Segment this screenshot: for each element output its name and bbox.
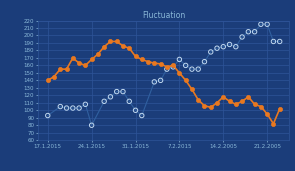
- Point: [252, 30, 257, 33]
- Point: [152, 81, 157, 83]
- Point: [165, 68, 169, 70]
- Point: [208, 51, 213, 53]
- Point: [215, 47, 219, 50]
- Point: [190, 68, 194, 70]
- Point: [177, 58, 182, 61]
- Point: [89, 124, 94, 127]
- Point: [202, 60, 207, 63]
- Point: [45, 114, 50, 117]
- Point: [196, 68, 201, 70]
- Point: [271, 40, 276, 43]
- Point: [183, 64, 188, 67]
- Point: [133, 109, 138, 112]
- Point: [140, 114, 144, 117]
- Point: [71, 107, 75, 109]
- Point: [258, 23, 263, 26]
- Point: [108, 95, 113, 98]
- Point: [114, 90, 119, 93]
- Point: [83, 103, 88, 106]
- Point: [246, 30, 251, 33]
- Point: [171, 65, 176, 68]
- Point: [277, 40, 282, 43]
- Point: [102, 100, 106, 103]
- Title: Fluctuation: Fluctuation: [142, 11, 185, 20]
- Point: [127, 100, 132, 103]
- Point: [64, 107, 69, 109]
- Point: [158, 79, 163, 82]
- Point: [77, 107, 81, 109]
- Point: [265, 23, 270, 26]
- Point: [58, 105, 63, 108]
- Point: [121, 90, 125, 93]
- Point: [240, 36, 245, 38]
- Point: [227, 43, 232, 46]
- Point: [233, 45, 238, 48]
- Point: [221, 45, 226, 48]
